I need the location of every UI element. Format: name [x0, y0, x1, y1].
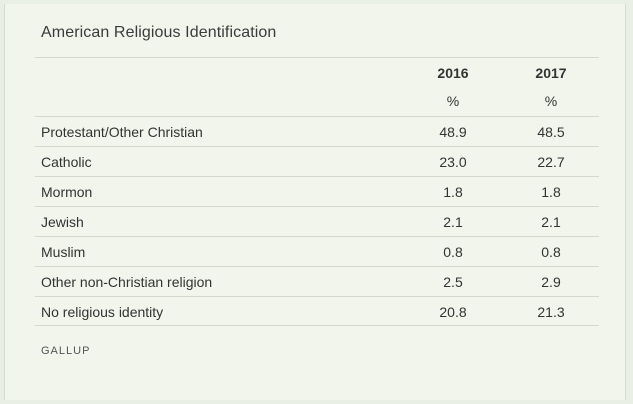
table-row: Jewish 2.1 2.1: [35, 206, 599, 236]
row-label: Muslim: [41, 244, 86, 260]
row-label: Catholic: [41, 154, 92, 170]
value-2017: 2.9: [541, 274, 561, 290]
column-header-2017: 2017: [535, 65, 567, 81]
row-label: Mormon: [41, 184, 93, 200]
table-row: Protestant/Other Christian 48.9 48.5: [35, 116, 599, 146]
value-2017: 1.8: [541, 184, 561, 200]
value-2016: 48.9: [439, 124, 467, 140]
row-label: Jewish: [41, 214, 84, 230]
table-body: Protestant/Other Christian 48.9 48.5 Cat…: [35, 116, 599, 326]
column-header-2016: 2016: [437, 65, 469, 81]
value-2016: 2.5: [443, 274, 463, 290]
value-2017: 22.7: [537, 154, 565, 170]
value-2016: 0.8: [443, 244, 463, 260]
column-unit-2017: %: [544, 93, 558, 109]
row-label: Protestant/Other Christian: [41, 124, 203, 140]
table-card: American Religious Identification 2016 2…: [4, 4, 626, 400]
value-2017: 48.5: [537, 124, 565, 140]
table-row: Muslim 0.8 0.8: [35, 236, 599, 266]
column-unit-2016: %: [446, 93, 460, 109]
table-title: American Religious Identification: [41, 24, 277, 41]
value-2017: 0.8: [541, 244, 561, 260]
row-label: Other non-Christian religion: [41, 274, 213, 290]
value-2016: 23.0: [439, 154, 467, 170]
value-2016: 1.8: [443, 184, 463, 200]
table-row: Other non-Christian religion 2.5 2.9: [35, 266, 599, 296]
table-row: Mormon 1.8 1.8: [35, 176, 599, 206]
row-label: No religious identity: [41, 304, 164, 320]
value-2016: 2.1: [443, 214, 463, 230]
title-divider: [35, 57, 599, 58]
table-row: No religious identity 20.8 21.3: [35, 296, 599, 326]
value-2017: 2.1: [541, 214, 561, 230]
table-row: Catholic 23.0 22.7: [35, 146, 599, 176]
source-credit: GALLUP: [41, 345, 91, 357]
value-2017: 21.3: [537, 304, 565, 320]
value-2016: 20.8: [439, 304, 467, 320]
